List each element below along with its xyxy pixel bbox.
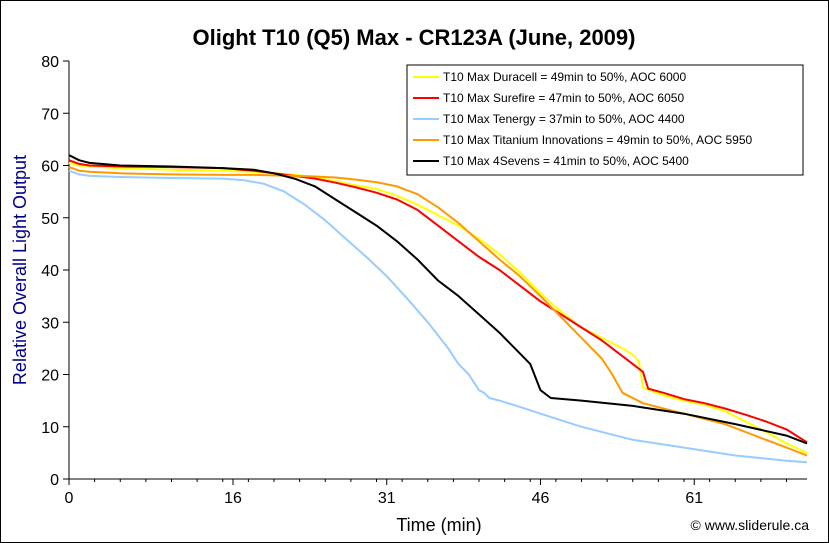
x-ticks: 0 16 31 46 61 (65, 479, 787, 507)
y-tick-label: 40 (41, 263, 59, 280)
credit-text: © www.sliderule.ca (691, 517, 810, 533)
y-tick-label: 0 (50, 472, 59, 489)
y-tick-label: 30 (41, 315, 59, 332)
y-ticks: 0 10 20 30 40 50 60 70 80 (41, 54, 69, 489)
x-tick-label: 61 (685, 490, 703, 507)
x-axis-label: Time (min) (396, 515, 481, 535)
legend-entry-3: T10 Max Tenergy = 37min to 50%, AOC 4400 (443, 112, 685, 126)
x-tick-label: 16 (224, 490, 242, 507)
y-axis-label: Relative Overall Light Output (10, 155, 30, 385)
legend-entry-4: T10 Max Titanium Innovations = 49min to … (443, 133, 752, 147)
x-tick-label: 0 (65, 490, 74, 507)
series-line-5 (68, 154, 808, 445)
y-tick-label: 20 (41, 368, 59, 385)
y-tick-label: 50 (41, 211, 59, 228)
legend-items: T10 Max Duracell = 49min to 50%, AOC 600… (413, 70, 752, 168)
x-tick-label: 46 (532, 490, 550, 507)
series-lines (68, 154, 808, 464)
legend-entry-1: T10 Max Duracell = 49min to 50%, AOC 600… (443, 70, 686, 84)
legend-entry-5: T10 Max 4Sevens = 41min to 50%, AOC 5400 (443, 154, 689, 168)
y-tick-label: 10 (41, 420, 59, 437)
series-line-1 (68, 161, 808, 454)
legend: T10 Max Duracell = 49min to 50%, AOC 600… (406, 64, 804, 176)
y-tick-label: 80 (41, 54, 59, 71)
y-tick-label: 70 (41, 106, 59, 123)
series-line-3 (68, 169, 808, 464)
chart-title: Olight T10 (Q5) Max - CR123A (June, 2009… (193, 25, 636, 50)
legend-box (406, 64, 804, 176)
x-tick-label: 31 (378, 490, 396, 507)
legend-entry-2: T10 Max Surefire = 47min to 50%, AOC 605… (443, 91, 684, 105)
y-tick-label: 60 (41, 159, 59, 176)
